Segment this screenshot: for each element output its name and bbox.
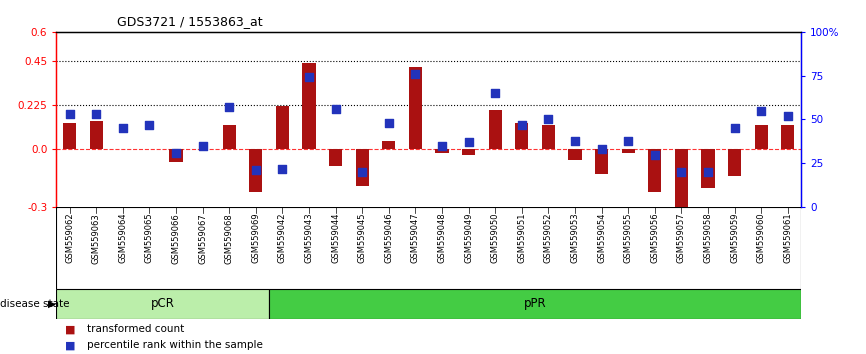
Text: GSM559067: GSM559067 [198,213,207,263]
Text: GSM559043: GSM559043 [305,213,313,263]
Bar [223,125,236,149]
Point [142,122,157,127]
Bar [675,149,688,209]
Bar [436,149,449,153]
Text: GSM559065: GSM559065 [145,213,154,263]
Text: pPR: pPR [524,297,546,310]
Text: GSM559064: GSM559064 [119,213,127,263]
Text: GSM559060: GSM559060 [757,213,766,263]
Bar [701,149,714,188]
Bar [356,149,369,185]
Bar [542,125,555,149]
Point [675,169,688,175]
Point [275,166,289,171]
Point [727,125,741,131]
Text: GSM559051: GSM559051 [517,213,527,263]
Text: ■: ■ [65,340,75,350]
Text: GSM559061: GSM559061 [783,213,792,263]
Point [116,125,130,131]
Point [196,143,210,149]
Bar [781,125,794,149]
Text: GDS3721 / 1553863_at: GDS3721 / 1553863_at [117,15,262,28]
Text: GSM559057: GSM559057 [677,213,686,263]
Point [515,122,529,127]
Bar [409,67,422,149]
Point [701,169,715,175]
Text: GSM559044: GSM559044 [331,213,340,263]
Bar [622,149,635,153]
Text: GSM559068: GSM559068 [224,213,234,263]
Text: GSM559045: GSM559045 [358,213,366,263]
Bar [648,149,662,192]
Text: GSM559055: GSM559055 [624,213,633,263]
Point [329,106,343,112]
Text: GSM559059: GSM559059 [730,213,739,263]
Point [169,150,183,156]
Point [488,90,502,96]
Bar [728,149,741,176]
Point [754,108,768,114]
Bar [515,124,528,149]
Bar [89,121,103,149]
Text: GSM559050: GSM559050 [491,213,500,263]
Point [541,117,555,122]
Text: GSM559062: GSM559062 [65,213,74,263]
Point [355,169,369,175]
Text: GSM559056: GSM559056 [650,213,659,263]
Bar [382,141,396,149]
Text: GSM559046: GSM559046 [385,213,393,263]
Bar [275,106,289,149]
Bar [595,149,608,174]
Text: GSM559069: GSM559069 [251,213,261,263]
Point [382,120,396,126]
Bar [249,149,262,192]
Text: disease state: disease state [0,298,69,309]
Bar [488,110,501,149]
Point [223,104,236,110]
Point [648,152,662,157]
Text: GSM559066: GSM559066 [171,213,180,263]
Text: pCR: pCR [151,297,175,310]
Point [249,167,262,173]
Text: transformed count: transformed count [87,324,184,334]
Point [621,138,635,143]
Point [89,112,103,117]
Text: ▶: ▶ [48,298,55,309]
Point [568,138,582,143]
Bar [754,125,768,149]
Bar [170,149,183,162]
Bar [302,63,315,149]
Text: GSM559049: GSM559049 [464,213,473,263]
Point [781,113,795,119]
Text: GSM559052: GSM559052 [544,213,553,263]
Point [62,112,76,117]
Text: GSM559053: GSM559053 [571,213,579,263]
Point [409,71,423,77]
Bar [462,149,475,154]
Point [302,75,316,80]
Text: percentile rank within the sample: percentile rank within the sample [87,340,262,350]
Bar [63,124,76,149]
Text: GSM559047: GSM559047 [410,213,420,263]
Point [462,139,475,145]
Text: GSM559048: GSM559048 [437,213,447,263]
Text: GSM559058: GSM559058 [703,213,713,263]
Bar [56,289,269,319]
Bar [269,289,801,319]
Point [435,143,449,149]
Point [595,147,609,152]
Text: ■: ■ [65,324,75,334]
Bar [568,149,582,160]
Text: GSM559042: GSM559042 [278,213,287,263]
Text: GSM559063: GSM559063 [92,213,100,263]
Text: GSM559054: GSM559054 [597,213,606,263]
Bar [329,149,342,166]
